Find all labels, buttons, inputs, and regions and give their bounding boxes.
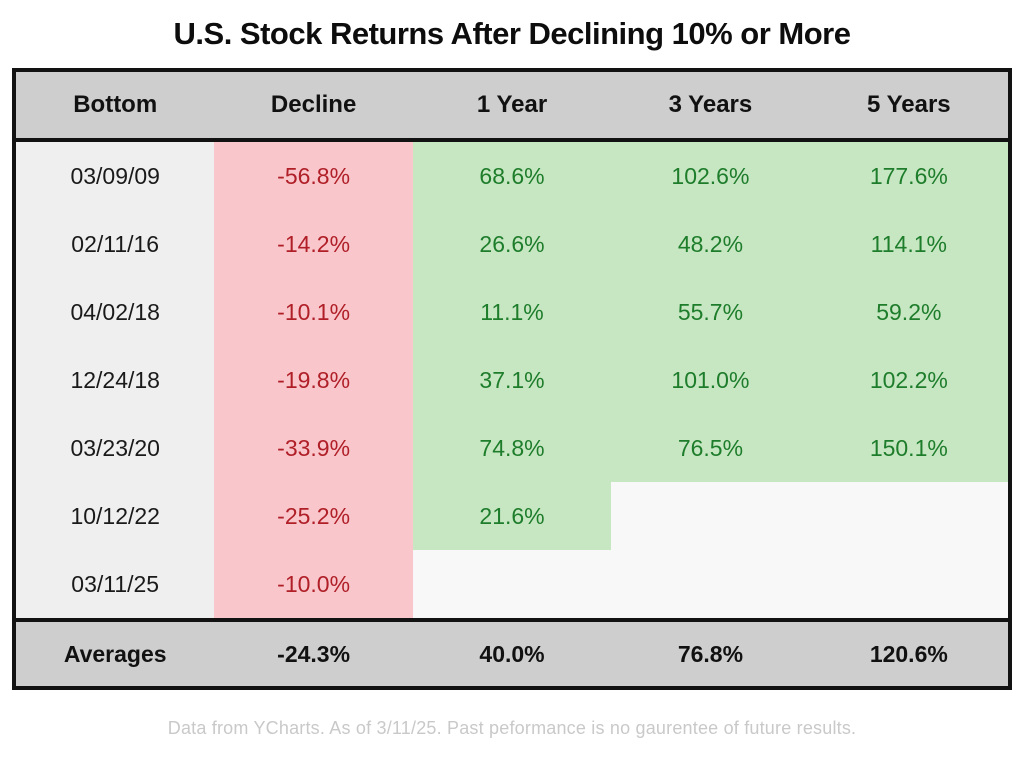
bottom-date-cell: 04/02/18 [16,278,215,346]
table-row: 02/11/16 -14.2% 26.6% 48.2% 114.1% [16,210,1009,278]
source-footnote: Data from YCharts. As of 3/11/25. Past p… [167,718,857,738]
table-row: 04/02/18 -10.1% 11.1% 55.7% 59.2% [16,278,1009,346]
decline-cell: -25.2% [214,482,413,550]
bottom-date-cell: 02/11/16 [16,210,215,278]
average-3y-return: 76.8% [677,640,744,667]
returns-table: Bottom Decline 1 Year 3 Years 5 Years 03… [12,68,1012,690]
decline-cell: -56.8% [214,142,413,210]
decline-cell: -14.2% [214,210,413,278]
return-3y-cell: 101.0% [611,346,810,414]
decline-cell: -19.8% [214,346,413,414]
table-row: 03/09/09 -56.8% 68.6% 102.6% 177.6% [16,142,1009,210]
return-5y-cell: 150.1% [809,414,1009,482]
return-3y-cell: 76.5% [611,414,810,482]
page-title: U.S. Stock Returns After Declining 10% o… [173,16,851,51]
return-5y-cell: 177.6% [809,142,1009,210]
return-1y-cell: 26.6% [412,210,612,278]
average-5y-return: 120.6% [869,640,948,667]
table-row: 03/23/20 -33.9% 74.8% 76.5% 150.1% [16,414,1009,482]
return-1y-cell: 37.1% [412,346,612,414]
table-row: 03/11/25 -10.0% [16,550,1009,618]
return-1y-cell: 68.6% [412,142,612,210]
return-3y-cell: 102.6% [611,142,810,210]
return-5y-cell-empty [809,550,1009,618]
header-3-years: 3 Years [668,91,753,118]
table-row: 10/12/22 -25.2% 21.6% [16,482,1009,550]
return-5y-cell: 114.1% [809,210,1009,278]
return-1y-cell: 11.1% [412,278,612,346]
bottom-date-cell: 10/12/22 [16,482,215,550]
return-5y-cell: 59.2% [809,278,1009,346]
return-1y-cell-empty [412,550,612,618]
header-decline: Decline [270,91,357,118]
averages-row: Averages -24.3% 40.0% 76.8% 120.6% [16,618,1008,686]
return-3y-cell: 55.7% [611,278,810,346]
return-5y-cell-empty [809,482,1009,550]
average-decline: -24.3% [277,640,351,667]
decline-cell: -10.0% [214,550,413,618]
header-1-year: 1 Year [476,91,548,118]
header-bottom: Bottom [73,91,158,118]
averages-label: Averages [63,640,167,667]
decline-cell: -10.1% [214,278,413,346]
return-1y-cell: 74.8% [412,414,612,482]
return-3y-cell-empty [611,482,810,550]
bottom-date-cell: 03/23/20 [16,414,215,482]
return-5y-cell: 102.2% [809,346,1009,414]
return-1y-cell: 21.6% [412,482,612,550]
table-header-row: Bottom Decline 1 Year 3 Years 5 Years [16,72,1008,142]
bottom-date-cell: 12/24/18 [16,346,215,414]
return-3y-cell-empty [611,550,810,618]
table-row: 12/24/18 -19.8% 37.1% 101.0% 102.2% [16,346,1009,414]
average-1y-return: 40.0% [479,640,545,667]
return-3y-cell: 48.2% [611,210,810,278]
bottom-date-cell: 03/11/25 [16,550,215,618]
header-5-years: 5 Years [867,91,951,118]
decline-cell: -33.9% [214,414,413,482]
bottom-date-cell: 03/09/09 [16,142,215,210]
